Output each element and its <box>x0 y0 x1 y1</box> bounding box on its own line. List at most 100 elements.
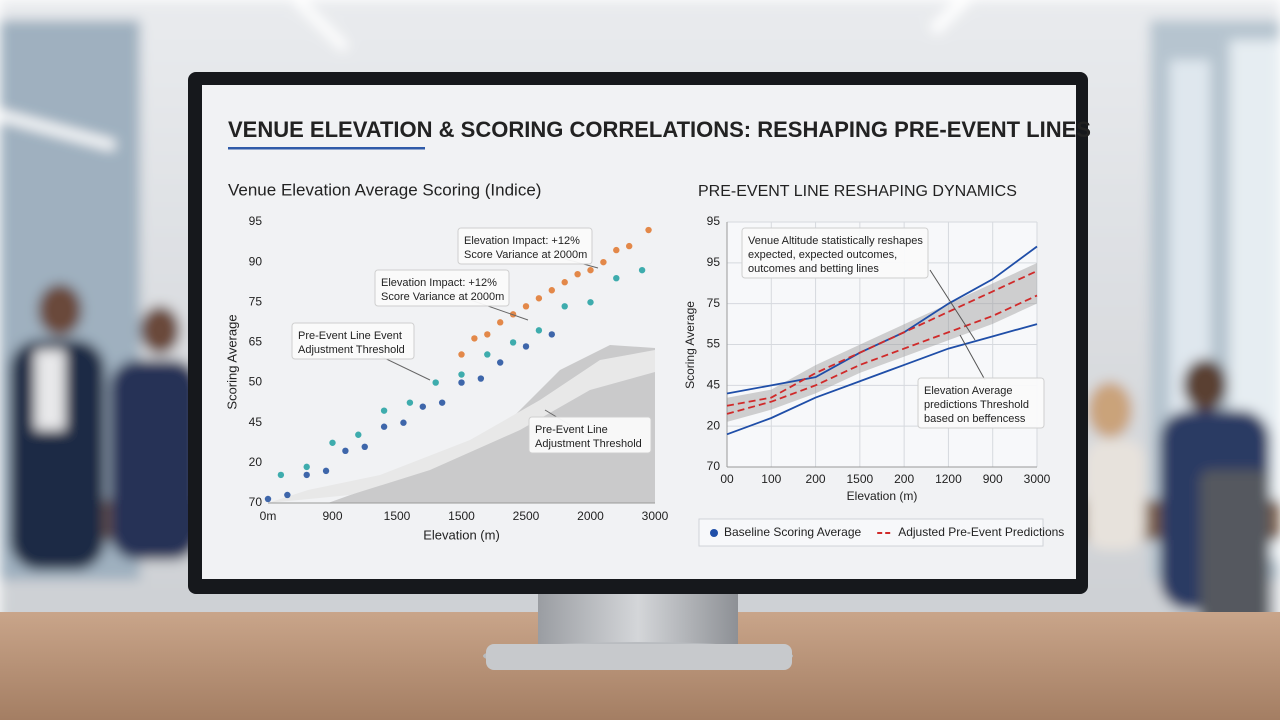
scatter-point <box>277 471 285 479</box>
x-tick-label: 1200 <box>935 472 962 486</box>
annotation-text: Adjustment Threshold <box>535 438 642 450</box>
legend <box>698 518 1044 547</box>
scatter-point <box>380 407 388 414</box>
y-tick-label: 90 <box>249 254 263 268</box>
x-tick-label: 1500 <box>448 509 475 523</box>
x-axis-label: Elevation (m) <box>423 527 500 542</box>
terrain <box>268 350 655 503</box>
scatter-point <box>264 495 272 503</box>
scatter-point <box>561 279 568 286</box>
screen-title: VENUE ELEVATION & SCORING CORRELATIONS: … <box>228 117 1091 142</box>
annotation-box <box>457 227 593 265</box>
y-tick-label: 50 <box>249 375 263 389</box>
scatter-point <box>548 331 555 338</box>
y-tick-label: 45 <box>249 415 263 429</box>
annotation-text: Score Variance at 2000m <box>381 291 504 303</box>
annotation-text: Score Variance at 2000m <box>464 249 587 261</box>
annotation-connector <box>929 269 976 341</box>
x-axis-label: Elevation (m) <box>847 489 918 503</box>
scatter-point <box>574 270 581 278</box>
scatter-point <box>613 246 620 254</box>
scatter-point <box>406 399 414 406</box>
series-line <box>726 270 1038 407</box>
y-tick-label: 65 <box>249 335 263 349</box>
legend-swatch <box>710 529 718 537</box>
y-tick-label: 55 <box>707 337 721 351</box>
x-tick-label: 3000 <box>1024 472 1051 486</box>
scatter-point <box>497 319 504 326</box>
annotation-text: Pre-Event Line Event <box>298 330 402 342</box>
monitor-base <box>486 644 792 670</box>
scatter-point <box>600 258 607 266</box>
x-tick-label: 00 <box>720 472 734 486</box>
legend-label: Adjusted Pre-Event Predictions <box>898 525 1064 539</box>
scatter-point <box>284 491 291 499</box>
x-tick-label: 2500 <box>513 509 540 523</box>
annotation-box <box>917 377 1045 429</box>
series-line <box>726 294 1038 415</box>
chart-title: PRE-EVENT LINE RESHAPING DYNAMICS <box>698 183 1017 200</box>
x-tick-label: 0m <box>260 509 277 523</box>
y-axis-label: Scoring Average <box>683 301 697 389</box>
x-tick-label: 200 <box>894 472 914 486</box>
scatter-point <box>322 467 330 475</box>
y-tick-label: 45 <box>707 378 721 392</box>
x-tick-label: 200 <box>806 472 826 486</box>
annotation-box <box>291 322 415 360</box>
scatter-point <box>477 375 485 382</box>
scatter-point <box>458 351 465 358</box>
x-tick-label: 2000 <box>577 509 604 523</box>
annotation-text: based on beffencess <box>924 413 1026 425</box>
scatter-point <box>342 447 349 455</box>
y-tick-label: 75 <box>707 296 721 310</box>
scatter-point <box>509 339 517 346</box>
left-chart: Venue Elevation Average Scoring (Indice)… <box>224 180 668 542</box>
scatter-point <box>380 423 388 430</box>
scatter-point <box>522 303 530 310</box>
annotation-text: Elevation Impact: +12% <box>381 277 497 289</box>
scatter-point <box>458 371 465 378</box>
scatter-point <box>484 351 491 358</box>
scatter-point <box>438 399 446 406</box>
x-tick-label: 100 <box>761 472 781 486</box>
annotation-connector <box>959 334 986 381</box>
annotation-text: expected, expected outcomes, <box>748 249 897 261</box>
y-tick-label: 95 <box>707 255 721 269</box>
scatter-point <box>522 343 530 350</box>
title-underline <box>228 147 425 150</box>
scatter-point <box>471 335 478 342</box>
scatter-point <box>432 379 439 386</box>
right-chart: PRE-EVENT LINE RESHAPING DYNAMICS 00 100 20… <box>683 183 1064 547</box>
scatter-point <box>329 439 336 446</box>
series-line <box>726 323 1038 436</box>
scatter-point <box>626 242 633 250</box>
y-tick-label: 75 <box>249 294 263 308</box>
monitor-stand <box>538 588 738 648</box>
annotation-text: Adjustment Threshold <box>298 344 405 356</box>
annotation-text: Pre-Event Line <box>535 424 608 436</box>
annotation-text: outcomes and betting lines <box>748 263 879 275</box>
scatter-point <box>303 471 310 479</box>
y-tick-label: 20 <box>707 418 721 432</box>
scatter-point <box>497 359 504 366</box>
annotation-text: predictions Threshold <box>924 399 1029 411</box>
annotation-box <box>741 227 929 279</box>
scatter-point <box>419 403 426 410</box>
annotation-box <box>374 269 510 307</box>
annotation-text: Elevation Average <box>924 385 1012 397</box>
annotation-box <box>528 416 652 454</box>
y-tick-label: 70 <box>707 459 721 473</box>
scatter-point <box>638 266 646 274</box>
y-tick-label: 95 <box>707 214 721 228</box>
scatter-point <box>561 303 568 310</box>
scatter-point <box>361 443 368 450</box>
scatter-point <box>587 299 594 306</box>
y-tick-label: 70 <box>249 495 263 509</box>
legend-label: Baseline Scoring Average <box>724 525 862 539</box>
x-tick-label: 3000 <box>642 509 669 523</box>
scatter-point <box>535 327 543 334</box>
annotation-text: Elevation Impact: +12% <box>464 235 580 247</box>
x-tick-label: 900 <box>983 472 1003 486</box>
